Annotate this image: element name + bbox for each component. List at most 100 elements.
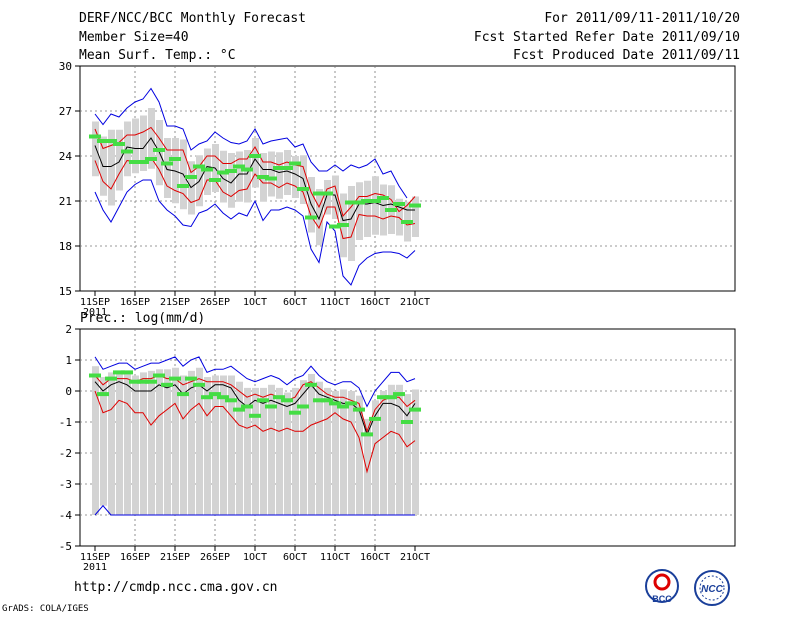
x-tick-label: 21OCT — [400, 552, 430, 563]
y-tick-label: -4 — [59, 509, 73, 522]
observed-marker — [225, 398, 237, 402]
range-bar — [332, 391, 339, 515]
observed-marker — [113, 142, 125, 146]
range-bar — [268, 385, 275, 515]
range-bar — [372, 176, 379, 235]
observed-marker — [185, 175, 197, 179]
x-tick-label: 16SEP — [120, 297, 150, 308]
range-bar — [124, 371, 131, 515]
range-bar — [164, 369, 171, 515]
observed-marker — [297, 405, 309, 409]
range-bar — [180, 376, 187, 516]
x-tick-label: 21SEP — [160, 297, 190, 308]
observed-marker — [89, 135, 101, 139]
observed-marker — [337, 223, 349, 227]
observed-marker — [105, 377, 117, 381]
x-tick-label: 26SEP — [200, 552, 230, 563]
x-tick-label: 6OCT — [283, 552, 307, 563]
observed-marker — [321, 192, 333, 196]
y-tick-label: 27 — [59, 105, 72, 118]
observed-marker — [393, 202, 405, 206]
observed-marker — [121, 370, 133, 374]
observed-marker — [161, 162, 173, 166]
range-bar — [364, 181, 371, 237]
x-tick-label: 1OCT — [243, 552, 267, 563]
x-tick-label: 6OCT — [283, 297, 307, 308]
observed-marker — [161, 383, 173, 387]
observed-marker — [97, 392, 109, 396]
observed-marker — [169, 377, 181, 381]
range-bar — [100, 377, 107, 506]
observed-marker — [297, 187, 309, 191]
y-tick-label: 24 — [59, 150, 73, 163]
range-bar — [196, 368, 203, 515]
range-bar — [116, 371, 123, 515]
observed-marker — [89, 374, 101, 378]
y-tick-label: -2 — [59, 447, 72, 460]
range-bar — [228, 376, 235, 516]
observed-marker — [177, 392, 189, 396]
observed-marker — [177, 184, 189, 188]
range-bar — [252, 388, 259, 515]
observed-marker — [193, 383, 205, 387]
y-tick-label: 18 — [59, 240, 72, 253]
range-bar — [236, 382, 243, 515]
observed-marker — [249, 154, 261, 158]
range-bar — [188, 371, 195, 515]
y-tick-label: -5 — [59, 540, 72, 553]
observed-marker — [185, 377, 197, 381]
observed-marker — [265, 177, 277, 181]
observed-marker — [305, 216, 317, 220]
range-bar — [188, 161, 195, 214]
observed-marker — [241, 168, 253, 172]
observed-marker — [145, 380, 157, 384]
y-tick-label: 2 — [65, 323, 72, 336]
range-bar — [156, 369, 163, 515]
observed-marker — [353, 408, 365, 412]
panel-0: 15182124273011SEP201116SEP 21SEP 26SEP 1OCT… — [59, 60, 735, 318]
observed-marker — [209, 178, 221, 182]
observed-marker — [225, 169, 237, 173]
y-tick-label: 21 — [59, 195, 72, 208]
y-tick-label: 0 — [65, 385, 72, 398]
range-bar — [308, 374, 315, 515]
x-tick-label: 21OCT — [400, 297, 430, 308]
x-tick-label: 11OCT — [320, 552, 350, 563]
range-bar — [92, 366, 99, 515]
footer-url[interactable]: http://cmdp.ncc.cma.gov.cn — [74, 580, 278, 595]
observed-marker — [401, 420, 413, 424]
observed-marker — [281, 166, 293, 170]
range-bar — [276, 388, 283, 515]
range-bar — [268, 152, 275, 197]
range-bar — [324, 180, 331, 215]
observed-marker — [121, 150, 133, 154]
range-bar — [300, 380, 307, 515]
observed-marker — [153, 148, 165, 152]
observed-marker — [257, 398, 269, 402]
observed-marker — [369, 417, 381, 421]
observed-marker — [385, 208, 397, 212]
ncc-logo-text: NCC — [701, 584, 723, 595]
observed-marker — [249, 414, 261, 418]
range-bar — [132, 376, 139, 516]
x-tick-label: 21SEP — [160, 552, 190, 563]
y-tick-label: 30 — [59, 60, 72, 73]
x-tick-label: 26SEP — [200, 297, 230, 308]
observed-marker — [241, 405, 253, 409]
x-tick-label: 11OCT — [320, 297, 350, 308]
observed-marker — [289, 411, 301, 415]
x-tick-label: 16OCT — [360, 552, 390, 563]
y-tick-label: -1 — [59, 416, 72, 429]
observed-marker — [409, 204, 421, 208]
observed-marker — [153, 374, 165, 378]
range-bar — [404, 394, 411, 515]
observed-marker — [409, 408, 421, 412]
observed-marker — [345, 401, 357, 405]
range-bar — [204, 149, 211, 196]
observed-marker — [393, 392, 405, 396]
observed-marker — [401, 220, 413, 224]
range-bar — [124, 122, 131, 177]
bcc-logo-text: BCC — [652, 594, 672, 604]
observed-marker — [145, 157, 157, 161]
